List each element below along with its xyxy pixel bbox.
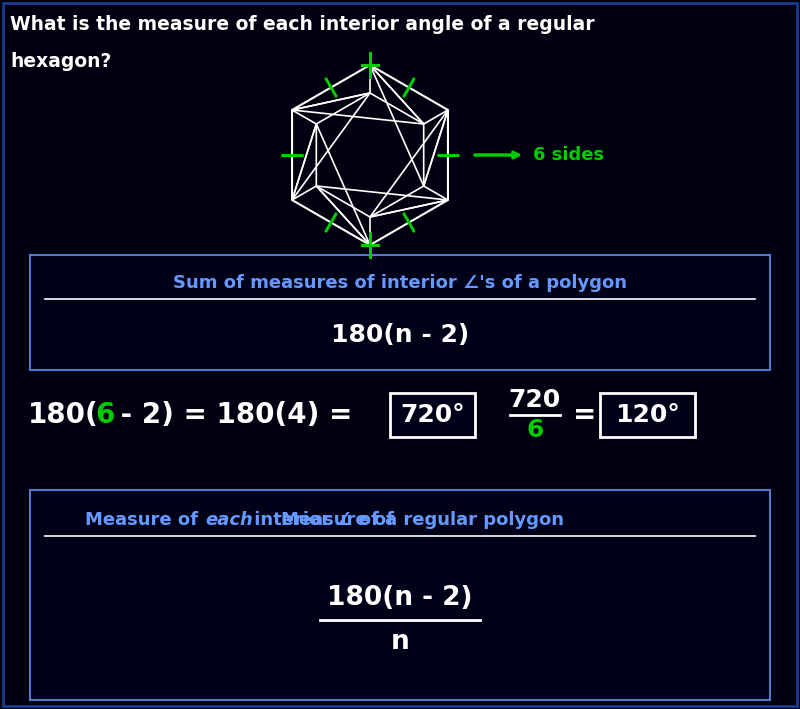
Text: 720: 720: [509, 388, 561, 412]
Text: 180(: 180(: [28, 401, 98, 429]
Bar: [30, 490, 770, 700]
Text: each: each: [205, 511, 253, 529]
Text: Sum of measures of interior ∠'s of a polygon: Sum of measures of interior ∠'s of a pol…: [173, 274, 627, 292]
Text: Measure of: Measure of: [281, 511, 400, 529]
Text: hexagon?: hexagon?: [10, 52, 111, 71]
Text: Measure of: Measure of: [85, 511, 204, 529]
Text: 6: 6: [526, 418, 544, 442]
Text: 180(n - 2): 180(n - 2): [331, 323, 469, 347]
Text: 720°: 720°: [400, 403, 465, 427]
Text: 6: 6: [95, 401, 114, 429]
Text: 6 sides: 6 sides: [533, 146, 604, 164]
Text: =: =: [573, 401, 596, 429]
Bar: [600, 393, 695, 437]
Text: What is the measure of each interior angle of a regular: What is the measure of each interior ang…: [10, 15, 594, 34]
Text: n: n: [390, 629, 410, 655]
Text: interior ∠ of a regular polygon: interior ∠ of a regular polygon: [248, 511, 564, 529]
Text: - 2) = 180(4) =: - 2) = 180(4) =: [111, 401, 362, 429]
Text: 120°: 120°: [615, 403, 680, 427]
Bar: [390, 393, 475, 437]
Text: 180(n - 2): 180(n - 2): [327, 585, 473, 611]
Bar: [30, 255, 770, 370]
